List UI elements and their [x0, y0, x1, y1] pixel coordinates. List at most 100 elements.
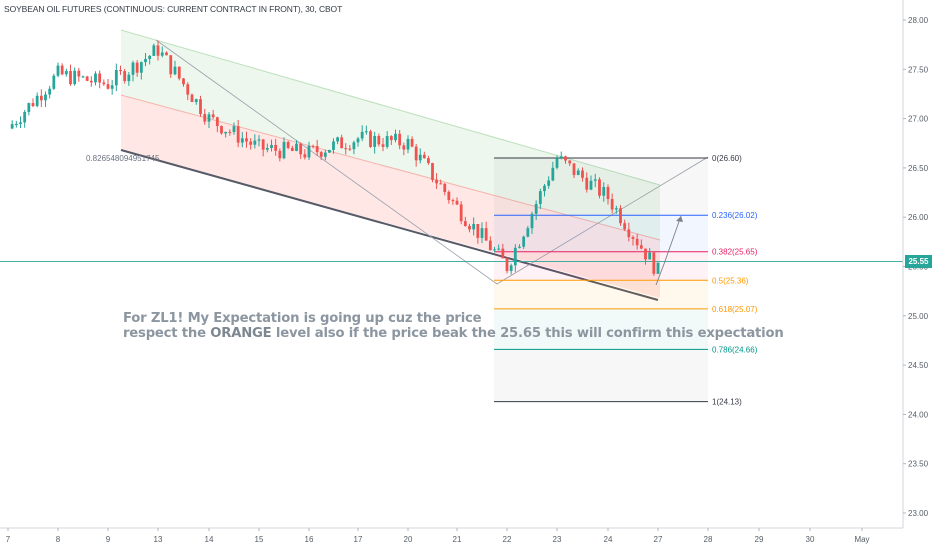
candle-body — [89, 80, 93, 83]
candle-body — [220, 126, 223, 134]
fib-zone-0618-0786 — [494, 308, 708, 350]
candle-body — [207, 114, 211, 122]
trend-guide-line — [155, 39, 709, 285]
candle-body — [414, 146, 418, 161]
candle-body — [493, 249, 496, 251]
candle-body — [114, 70, 118, 86]
candle-body — [406, 138, 410, 150]
candle-body — [240, 138, 244, 143]
candle-body — [427, 158, 430, 164]
fib-level-1-label: 1(24.13) — [712, 398, 742, 407]
candle-body — [173, 66, 177, 75]
x-tick-label: 20 — [404, 535, 413, 544]
candle-body — [215, 117, 219, 127]
candle-body — [311, 145, 315, 147]
candle-body — [274, 144, 278, 151]
candle-body — [94, 73, 97, 83]
candle-body — [186, 84, 190, 95]
y-tick-label: 28.00 — [908, 16, 929, 25]
candle-body — [559, 156, 563, 159]
candle-body — [286, 141, 290, 148]
candle-body — [182, 78, 185, 85]
chart-title: SOYBEAN OIL FUTURES (CONTINUOUS: CURRENT… — [4, 4, 343, 14]
candle-body — [447, 191, 451, 201]
y-tick-label: 24.00 — [908, 410, 929, 419]
candle-body — [398, 133, 402, 146]
candle-body — [530, 213, 534, 229]
candle-body — [303, 154, 307, 158]
x-tick-label: 9 — [106, 535, 111, 544]
candle-body — [245, 138, 248, 142]
candle-body — [282, 141, 286, 159]
candle-body — [190, 94, 194, 103]
candle-body — [348, 148, 352, 150]
candle-body — [472, 224, 476, 230]
candle-body — [606, 186, 610, 200]
annotation-highlight: ORANGE — [210, 326, 272, 341]
candle-body — [459, 204, 463, 222]
candle-body — [656, 262, 660, 274]
candle-body — [443, 183, 447, 192]
candle-body — [439, 183, 443, 185]
channel-mid-line — [120, 94, 661, 241]
candle-body — [435, 179, 438, 184]
channel-lower-band — [121, 95, 660, 298]
x-tick-label: 13 — [154, 535, 163, 544]
candle-body — [543, 185, 546, 192]
candle-body — [623, 223, 627, 230]
candle-body — [85, 76, 89, 81]
candle-body — [418, 154, 422, 161]
candle-body — [249, 141, 253, 145]
candle-body — [522, 236, 526, 247]
candle-body — [555, 158, 559, 168]
annotation-line-2: respect the ORANGE level also if the pri… — [123, 326, 784, 341]
candle-body — [77, 70, 81, 77]
candle-body — [644, 248, 647, 260]
candle-body — [265, 148, 269, 150]
candle-body — [476, 224, 480, 238]
candle-body — [232, 126, 236, 132]
candle-body — [228, 131, 232, 133]
annotation-prefix: respect the — [123, 326, 211, 341]
candle-body — [635, 238, 639, 246]
candle-body — [224, 131, 228, 134]
candle-body — [513, 247, 517, 266]
fib-level-0-5-label: 0.5(25.36) — [712, 276, 749, 285]
candle-body — [526, 228, 530, 237]
candle-body — [14, 123, 18, 125]
fib-zone-0-0236 — [494, 158, 708, 216]
candle-body — [589, 180, 593, 190]
candle-body — [480, 228, 484, 238]
candle-body — [64, 71, 68, 75]
fib-level-0-label: 0(26.60) — [712, 154, 742, 163]
candle-body — [585, 177, 589, 190]
candle-body — [652, 252, 656, 274]
y-tick-label: 26.00 — [908, 213, 929, 222]
candle-body — [23, 111, 27, 123]
x-tick-label: 22 — [503, 535, 512, 544]
x-tick-label: 24 — [604, 535, 613, 544]
candle-body — [290, 147, 294, 151]
candle-body — [364, 131, 368, 133]
candle-body — [323, 152, 327, 157]
x-tick-label: 28 — [704, 535, 713, 544]
channel-bottom-line — [120, 149, 659, 301]
candle-body — [119, 70, 122, 72]
candle-body — [385, 136, 389, 147]
fib-level-0-618-label: 0.618(25.07) — [712, 305, 758, 314]
x-tick-label: 17 — [354, 535, 363, 544]
candle-body — [160, 52, 164, 56]
candle-body — [98, 73, 102, 83]
candle-body — [236, 126, 240, 143]
candle-body — [315, 146, 319, 153]
candle-body — [165, 52, 168, 56]
candle-body — [431, 163, 434, 180]
fib-level-0-382-label: 0.382(25.65) — [712, 248, 758, 257]
channel-ratio-label: 0.826548094951745 — [86, 154, 160, 163]
fib-level-0-236-label: 0.236(26.02) — [712, 211, 758, 220]
candle-body — [177, 66, 181, 79]
candle-body — [336, 137, 339, 142]
candle-body — [131, 62, 135, 75]
